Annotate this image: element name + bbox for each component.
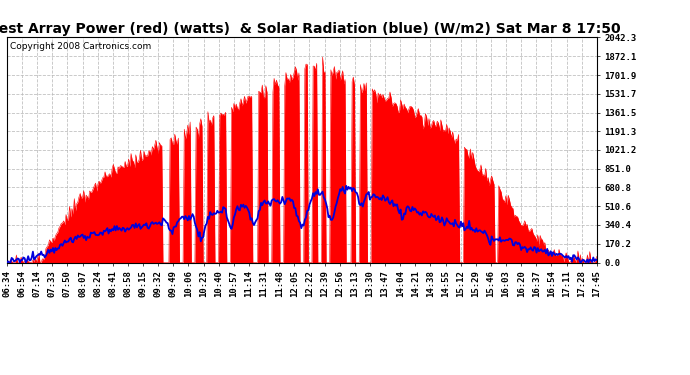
Title: West Array Power (red) (watts)  & Solar Radiation (blue) (W/m2) Sat Mar 8 17:50: West Array Power (red) (watts) & Solar R… [0, 22, 620, 36]
Text: Copyright 2008 Cartronics.com: Copyright 2008 Cartronics.com [10, 42, 151, 51]
